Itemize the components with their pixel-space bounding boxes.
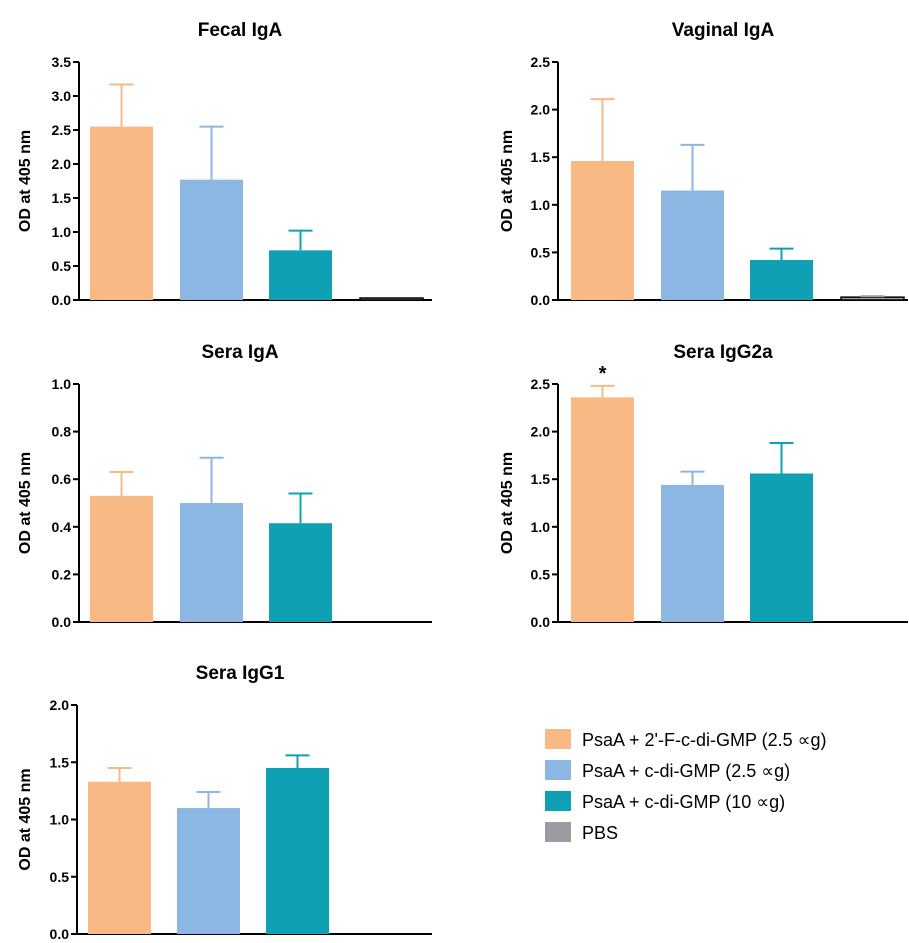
y-axis-label: OD at 405 nm xyxy=(17,768,34,870)
legend-label-3: PBS xyxy=(582,823,618,843)
bar xyxy=(840,296,905,301)
y-tick-label: 0.0 xyxy=(531,292,551,308)
legend-label-2: PsaA + c-di-GMP (10 ∝g) xyxy=(582,792,785,812)
chart-title: Fecal IgA xyxy=(198,20,283,41)
y-tick-label: 1.0 xyxy=(50,812,70,828)
y-tick-label: 1.0 xyxy=(52,376,72,392)
y-tick-label: 1.5 xyxy=(531,149,551,165)
y-tick-label: 0.0 xyxy=(50,926,70,942)
y-tick-label: 0.0 xyxy=(52,292,72,308)
chart-3: Sera IgG2a OD at 405 nm 0.0 0.5 1.0 1.5 2.0 2.5… xyxy=(499,342,908,630)
chart-title: Vaginal IgA xyxy=(672,20,775,41)
y-tick-label: 2.0 xyxy=(52,156,72,172)
y-tick-label: 1.5 xyxy=(50,754,70,770)
y-tick-label: 1.0 xyxy=(52,224,72,240)
chart-title: Sera IgG1 xyxy=(196,663,285,684)
y-tick-label: 0.5 xyxy=(50,869,70,885)
y-tick-label: 2.0 xyxy=(531,424,551,440)
y-axis-label: OD at 405 nm xyxy=(499,452,516,554)
bar xyxy=(269,523,332,622)
y-tick-label: 3.0 xyxy=(52,88,72,104)
chart-1: Vaginal IgA OD at 405 nm 0.0 0.5 1.0 1.5 2.0 2.… xyxy=(499,20,908,308)
bar xyxy=(750,260,813,300)
y-axis-label: OD at 405 nm xyxy=(17,452,34,554)
legend-swatch-3 xyxy=(545,822,571,842)
bar xyxy=(180,179,243,300)
y-tick-label: 2.5 xyxy=(531,54,551,70)
legend: PsaA + 2'-F-c-di-GMP (2.5 ∝g) PsaA + c-d… xyxy=(545,729,827,843)
bar xyxy=(90,126,153,300)
bar xyxy=(359,297,424,301)
y-tick-label: 1.5 xyxy=(531,471,551,487)
y-tick-label: 0.5 xyxy=(531,244,551,260)
chart-2: Sera IgA OD at 405 nm 0.0 0.2 0.4 0.6 0.8 1.0 xyxy=(17,342,432,630)
bar xyxy=(88,781,151,934)
legend-label-1: PsaA + c-di-GMP (2.5 ∝g) xyxy=(582,761,790,781)
y-tick-label: 1.0 xyxy=(531,197,551,213)
bar xyxy=(269,250,332,300)
bar xyxy=(90,495,153,622)
y-tick-label: 0.6 xyxy=(52,471,72,487)
bar xyxy=(571,397,634,622)
y-tick-label: 0.5 xyxy=(52,258,72,274)
y-tick-label: 2.0 xyxy=(531,102,551,118)
bar xyxy=(571,161,634,300)
bar xyxy=(266,767,329,934)
y-tick-label: 2.5 xyxy=(531,376,551,392)
legend-swatch-0 xyxy=(545,729,571,749)
y-tick-label: 0.0 xyxy=(531,614,551,630)
bar xyxy=(750,473,813,622)
bar xyxy=(177,808,240,934)
legend-swatch-2 xyxy=(545,791,571,811)
bar xyxy=(661,190,724,300)
y-tick-label: 1.5 xyxy=(52,190,72,206)
y-tick-label: 0.0 xyxy=(52,614,72,630)
chart-0: Fecal IgA OD at 405 nm 0.0 0.5 1.0 1.5 2.0 2.5 3… xyxy=(17,20,432,308)
bar xyxy=(661,484,724,622)
chart-title: Sera IgA xyxy=(201,342,278,363)
y-tick-label: 2.5 xyxy=(52,122,72,138)
y-tick-label: 0.4 xyxy=(52,519,72,535)
y-tick-label: 0.5 xyxy=(531,566,551,582)
y-tick-label: 2.0 xyxy=(50,697,70,713)
legend-label-0: PsaA + 2'-F-c-di-GMP (2.5 ∝g) xyxy=(582,730,827,750)
bar xyxy=(180,503,243,622)
y-tick-label: 0.2 xyxy=(52,566,72,582)
chart-title: Sera IgG2a xyxy=(673,342,773,363)
y-axis-label: OD at 405 nm xyxy=(17,130,34,232)
y-tick-label: 3.5 xyxy=(52,54,72,70)
y-tick-label: 0.8 xyxy=(52,424,72,440)
chart-4: Sera IgG1 OD at 405 nm 0.0 0.5 1.0 1.5 2.0 xyxy=(17,663,432,942)
significance-marker: * xyxy=(599,363,607,385)
y-tick-label: 1.0 xyxy=(531,519,551,535)
legend-swatch-1 xyxy=(545,760,571,780)
y-axis-label: OD at 405 nm xyxy=(499,130,516,232)
